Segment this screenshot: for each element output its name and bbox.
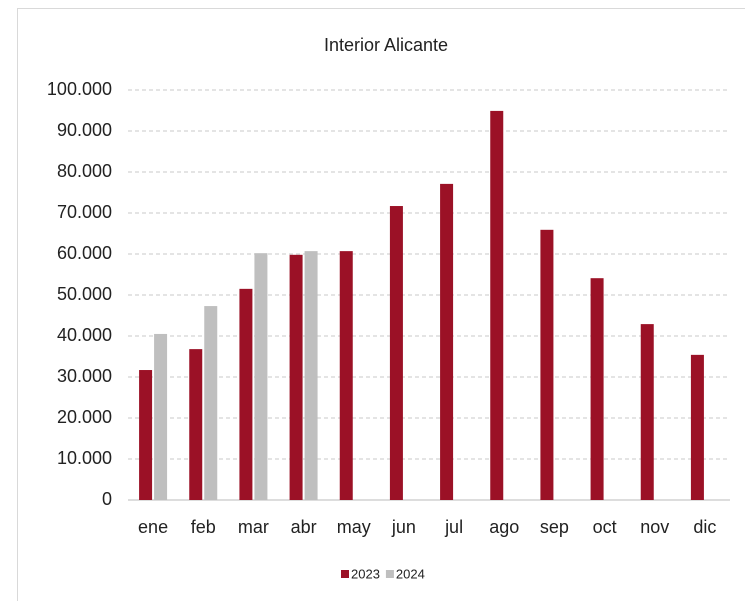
bar bbox=[204, 306, 218, 500]
bar bbox=[254, 253, 268, 500]
bar bbox=[139, 370, 153, 500]
y-tick-label: 0 bbox=[102, 489, 112, 509]
y-tick-label: 20.000 bbox=[57, 407, 112, 427]
chart-title: Interior Alicante bbox=[324, 35, 448, 55]
legend-swatch bbox=[341, 570, 349, 578]
bar bbox=[239, 288, 253, 500]
x-tick-label: dic bbox=[693, 517, 716, 537]
bar bbox=[640, 324, 654, 500]
x-tick-label: jun bbox=[391, 517, 416, 537]
legend-swatch bbox=[385, 570, 394, 578]
x-tick-label: nov bbox=[640, 517, 669, 537]
x-tick-label: mar bbox=[238, 517, 269, 537]
y-tick-label: 40.000 bbox=[57, 325, 112, 345]
bar bbox=[289, 254, 303, 500]
y-tick-label: 80.000 bbox=[57, 161, 112, 181]
bar bbox=[690, 354, 704, 500]
x-tick-label: abr bbox=[291, 517, 317, 537]
y-tick-label: 30.000 bbox=[57, 366, 112, 386]
legend-label: 2024 bbox=[396, 566, 425, 581]
bar bbox=[304, 251, 318, 500]
x-tick-label: ago bbox=[489, 517, 519, 537]
y-tick-label: 10.000 bbox=[57, 448, 112, 468]
x-tick-label: ene bbox=[138, 517, 168, 537]
x-tick-label: may bbox=[337, 517, 371, 537]
bar bbox=[540, 229, 554, 500]
y-tick-label: 60.000 bbox=[57, 243, 112, 263]
y-tick-label: 90.000 bbox=[57, 120, 112, 140]
y-tick-label: 70.000 bbox=[57, 202, 112, 222]
x-tick-label: oct bbox=[593, 517, 617, 537]
bar bbox=[490, 110, 504, 500]
y-tick-label: 100.000 bbox=[47, 79, 112, 99]
bar bbox=[389, 206, 403, 500]
bar bbox=[590, 278, 604, 500]
y-tick-label: 50.000 bbox=[57, 284, 112, 304]
bar bbox=[339, 251, 353, 500]
legend-label: 2023 bbox=[351, 566, 380, 581]
bar bbox=[154, 333, 168, 500]
x-tick-label: feb bbox=[191, 517, 216, 537]
bar bbox=[189, 349, 203, 500]
x-tick-label: sep bbox=[540, 517, 569, 537]
x-tick-label: jul bbox=[444, 517, 463, 537]
bar bbox=[440, 183, 454, 500]
chart-frame bbox=[17, 8, 745, 601]
